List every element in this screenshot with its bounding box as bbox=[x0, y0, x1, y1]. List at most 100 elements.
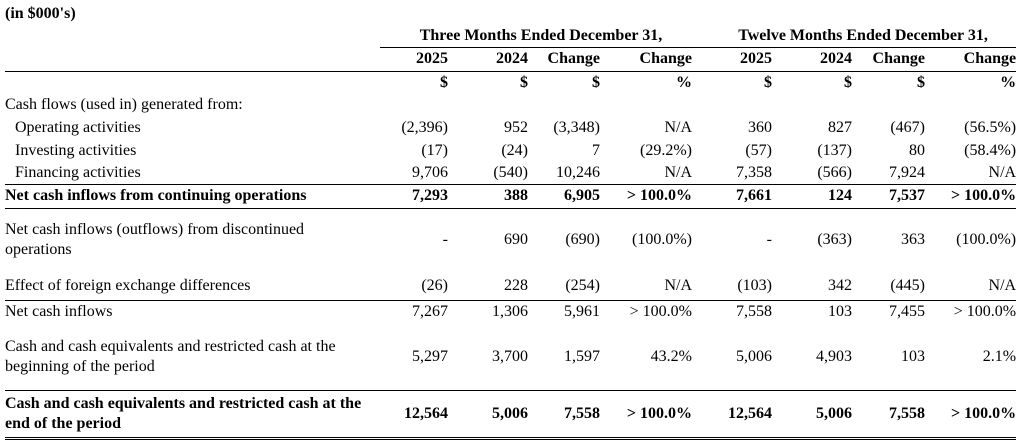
cell-value: > 100.0% bbox=[600, 184, 692, 209]
unit-header: $ bbox=[592, 73, 600, 91]
row-label: Financing activities bbox=[5, 162, 380, 185]
cell-value: (254) bbox=[528, 272, 600, 301]
cell-value: 6,905 bbox=[528, 184, 600, 209]
cell-value: (467) bbox=[890, 118, 925, 136]
row-label: Cash and cash equivalents and restricted… bbox=[5, 390, 380, 440]
unit-header: $ bbox=[520, 73, 528, 91]
column-header: 2025 bbox=[380, 47, 448, 72]
cell-value: N/A bbox=[925, 272, 1017, 301]
cell-value: 7,924 bbox=[852, 162, 925, 185]
cell-value: N/A bbox=[664, 118, 692, 136]
cell-value: 360 bbox=[748, 118, 772, 136]
column-header: Change bbox=[528, 47, 600, 72]
cell-value: (690) bbox=[565, 231, 600, 249]
table-body: (in $000's) Three Months Ended December 3… bbox=[5, 0, 1017, 440]
cell-value: - bbox=[766, 231, 772, 249]
cell-value: 5,961 bbox=[564, 303, 600, 321]
column-header: 2024 bbox=[772, 47, 852, 72]
unit-header: $ bbox=[764, 73, 772, 91]
cell-value: 228 bbox=[448, 272, 528, 301]
cell-value: > 100.0% bbox=[953, 303, 1017, 321]
column-header: 2025 bbox=[692, 47, 772, 72]
cell-value: 5,006 bbox=[448, 390, 528, 440]
column-header: Change bbox=[600, 47, 692, 72]
row-label: Operating activities bbox=[15, 118, 141, 136]
cell-value: 7,455 bbox=[889, 303, 925, 321]
spacer bbox=[5, 26, 380, 47]
table-row: (in $000's) bbox=[5, 0, 1016, 26]
cell-value: (566) bbox=[772, 162, 852, 185]
cell-value: 12,564 bbox=[692, 390, 772, 440]
table-row: Three Months Ended December 31, Twelve Mo… bbox=[5, 26, 1017, 48]
cell-value: (137) bbox=[817, 141, 852, 159]
group-header: Twelve Months Ended December 31, bbox=[692, 26, 1017, 48]
row-label: Investing activities bbox=[15, 141, 137, 159]
unit-header: $ bbox=[917, 73, 925, 91]
cell-value: 7,558 bbox=[736, 303, 772, 321]
cell-value: 3,700 bbox=[448, 324, 528, 391]
cell-value: (540) bbox=[448, 162, 528, 185]
cell-value: 7,661 bbox=[692, 184, 772, 209]
cell-value: 7,537 bbox=[852, 184, 925, 209]
unit-header: % bbox=[1000, 73, 1017, 91]
cell-value: 952 bbox=[504, 118, 528, 136]
cell-value: 388 bbox=[448, 184, 528, 209]
cell-value: 1,306 bbox=[492, 303, 528, 321]
row-label: Effect of foreign exchange differences bbox=[5, 272, 380, 301]
cell-value: 2.1% bbox=[925, 324, 1017, 391]
unit-header: % bbox=[676, 73, 692, 91]
cell-value: 690 bbox=[504, 231, 528, 249]
row-label: Cash flows (used in) generated from: bbox=[5, 96, 243, 113]
cell-value: 103 bbox=[852, 324, 925, 391]
row-label: Net cash inflows (outflows) from discont… bbox=[5, 221, 305, 259]
row-label: Net cash inflows bbox=[5, 303, 113, 321]
table-row: $ $ $% $ $ $% bbox=[5, 71, 1016, 94]
cell-value: (100.0%) bbox=[956, 231, 1017, 249]
table-row: Net cash inflows (outflows) from discont… bbox=[5, 208, 1016, 272]
unit-header: $ bbox=[440, 73, 448, 91]
cell-value: N/A bbox=[600, 162, 692, 185]
cell-value: (445) bbox=[852, 272, 925, 301]
cell-value: 1,597 bbox=[528, 324, 600, 391]
table-row: Net cash inflows 7,267 1,306 5,961 > 100.0% 7… bbox=[5, 300, 1016, 324]
cell-value: > 100.0% bbox=[925, 184, 1017, 209]
table-row: Financing activities 9,706 (540) 10,246 N/A 7… bbox=[5, 162, 1017, 185]
cell-value: 827 bbox=[828, 118, 852, 136]
cell-value: > 100.0% bbox=[629, 303, 692, 321]
cell-value: (2,396) bbox=[401, 118, 448, 136]
table-row: Cash and cash equivalents and restricted… bbox=[5, 324, 1017, 391]
cell-value: (57) bbox=[745, 141, 772, 159]
table-row: 2025 2024 Change Change 2025 2024 Change Change bbox=[5, 47, 1017, 72]
spacer bbox=[5, 47, 380, 72]
cell-value: (17) bbox=[421, 141, 448, 159]
cell-value: 4,903 bbox=[772, 324, 852, 391]
cell-value: (3,348) bbox=[553, 118, 600, 136]
cell-value: 5,006 bbox=[692, 324, 772, 391]
cell-value: 342 bbox=[772, 272, 852, 301]
table-row: Investing activities (17) (24) 7 (29.2%) (57)… bbox=[5, 139, 1016, 162]
cell-value: (56.5%) bbox=[964, 118, 1017, 136]
cell-value: 9,706 bbox=[380, 162, 448, 185]
cell-value: > 100.0% bbox=[925, 390, 1017, 440]
cell-value: > 100.0% bbox=[600, 390, 692, 440]
cell-value: 12,564 bbox=[380, 390, 448, 440]
units-note: (in $000's) bbox=[5, 5, 76, 22]
row-label: Cash and cash equivalents and restricted… bbox=[5, 324, 380, 391]
cell-value: 43.2% bbox=[600, 324, 692, 391]
table-row: Cash and cash equivalents and restricted… bbox=[5, 390, 1017, 440]
cell-value: (363) bbox=[817, 231, 852, 249]
cell-value: N/A bbox=[600, 272, 692, 301]
cell-value: (100.0%) bbox=[632, 231, 692, 249]
group-header: Three Months Ended December 31, bbox=[380, 26, 692, 48]
cell-value: 5,297 bbox=[380, 324, 448, 391]
table-row: Net cash inflows from continuing operati… bbox=[5, 184, 1017, 209]
cell-value: 80 bbox=[909, 141, 925, 159]
cell-value: 5,006 bbox=[772, 390, 852, 440]
spacer bbox=[5, 71, 380, 94]
column-header: Change bbox=[852, 47, 925, 72]
cell-value: 7,293 bbox=[380, 184, 448, 209]
cell-value: 7,358 bbox=[692, 162, 772, 185]
column-header: 2024 bbox=[448, 47, 528, 72]
row-label: Net cash inflows from continuing operati… bbox=[5, 184, 380, 209]
